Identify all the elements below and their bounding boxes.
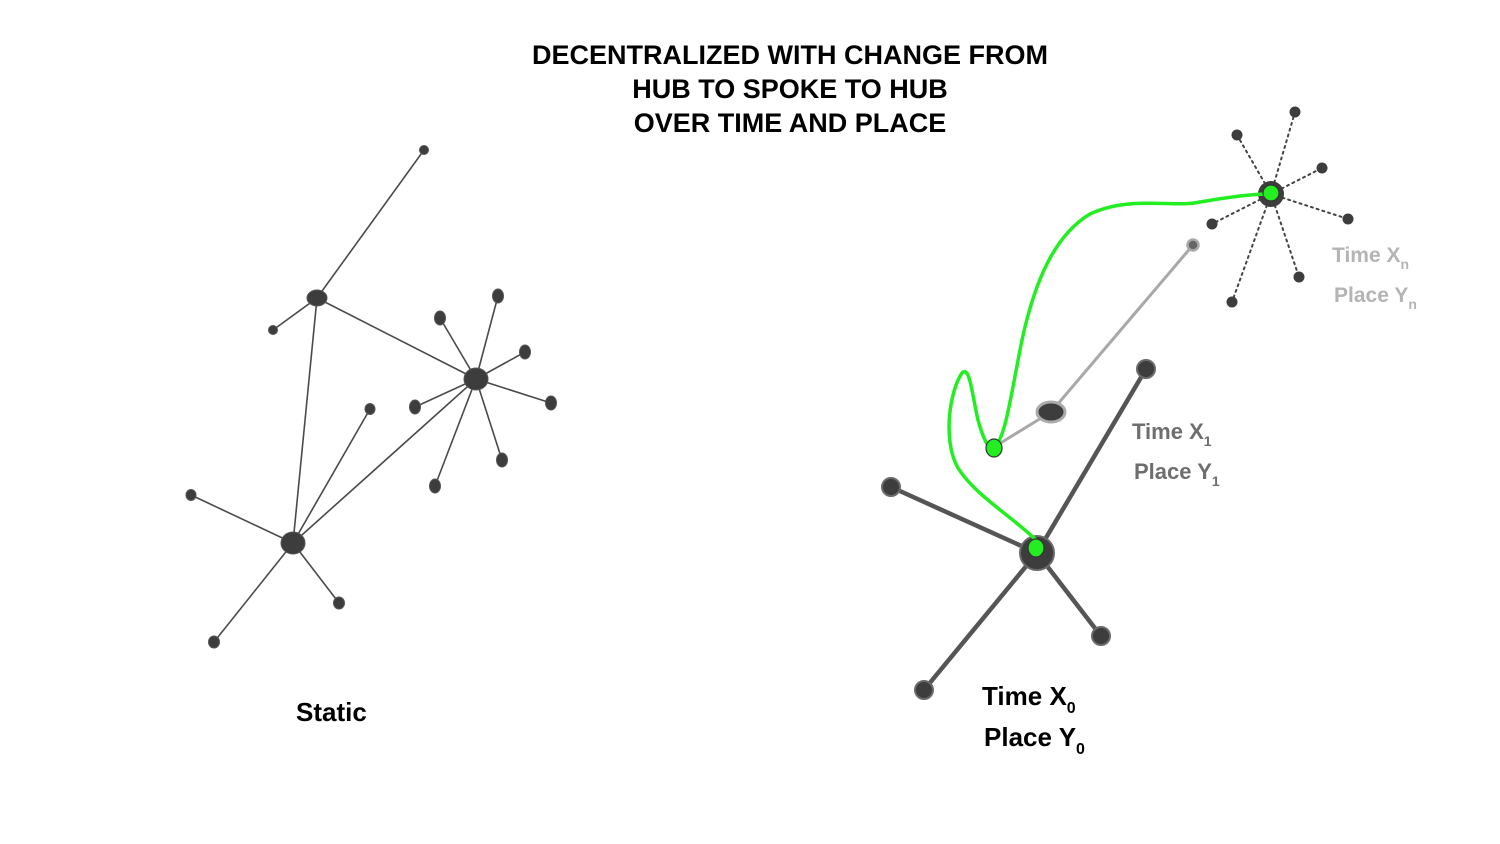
staten-place-subscript: n xyxy=(1408,296,1417,312)
state0-leaf-node xyxy=(1091,626,1111,646)
staten-edge xyxy=(1270,193,1300,278)
static-leaf-node xyxy=(519,344,531,360)
static-edge xyxy=(292,378,477,544)
staten-leaf-node xyxy=(1316,162,1328,174)
staten-edge xyxy=(1270,111,1296,195)
staten-edge xyxy=(1270,193,1349,220)
state0-place-subscript: 0 xyxy=(1076,741,1085,758)
svg-text:Place Yn: Place Yn xyxy=(1334,284,1417,312)
trajectory-markers xyxy=(985,184,1280,558)
svg-text:Place Y0: Place Y0 xyxy=(984,722,1085,758)
hub-marker-staten xyxy=(1262,184,1280,202)
staten-leaf-node xyxy=(1342,213,1354,225)
static-edge xyxy=(316,297,477,380)
state1-hub-node xyxy=(1035,400,1067,424)
staten-edge xyxy=(1231,193,1272,303)
state1-label: Time X1 Place Y1 xyxy=(1132,419,1220,489)
staten-leaf-node xyxy=(1226,296,1238,308)
staten-leaf-node xyxy=(1206,218,1218,230)
state0-edge xyxy=(1034,366,1149,556)
static-edge xyxy=(190,494,294,544)
static-edge xyxy=(475,295,499,380)
staten-label: Time Xn Place Yn xyxy=(1332,244,1417,312)
state0-nodes xyxy=(881,359,1156,700)
static-network xyxy=(190,149,552,643)
state1-place-label: Place Y xyxy=(1134,459,1212,484)
title-line-1: DECENTRALIZED WITH CHANGE FROM xyxy=(532,40,1048,70)
static-hub-node xyxy=(306,289,328,307)
state0-leaf-node xyxy=(1136,359,1156,379)
static-label: Static xyxy=(296,697,367,727)
static-leaf-node xyxy=(429,478,441,494)
staten-edge xyxy=(1270,167,1323,195)
state1-network xyxy=(993,238,1200,449)
staten-place-label: Place Y xyxy=(1334,284,1408,307)
static-leaf-node xyxy=(364,403,376,415)
state0-leaf-node xyxy=(881,477,901,497)
state1-time-label: Time X xyxy=(1132,419,1204,444)
static-edge xyxy=(475,378,503,461)
static-leaf-node xyxy=(185,489,197,501)
state0-leaf-node xyxy=(914,680,934,700)
state1-place-subscript: 1 xyxy=(1212,473,1220,489)
hub-trajectory-path xyxy=(947,192,1273,542)
title-line-2: HUB TO SPOKE TO HUB xyxy=(632,74,948,104)
state1-edge xyxy=(1049,244,1195,413)
static-leaf-node xyxy=(409,399,421,415)
static-leaf-node xyxy=(496,452,508,468)
static-edge xyxy=(475,378,552,404)
hub-marker-state1 xyxy=(985,438,1003,458)
staten-network xyxy=(1211,111,1349,303)
static-edge xyxy=(213,542,294,643)
state0-time-subscript: 0 xyxy=(1067,700,1076,717)
static-leaf-node xyxy=(545,395,557,411)
static-leaf-node xyxy=(333,596,345,610)
svg-text:Place Y1: Place Y1 xyxy=(1134,459,1220,489)
static-edge xyxy=(292,297,318,544)
staten-leaf-node xyxy=(1293,271,1305,283)
static-edge xyxy=(439,317,477,380)
diagram-title: DECENTRALIZED WITH CHANGE FROM HUB TO SP… xyxy=(0,38,1500,140)
static-leaf-node xyxy=(268,325,278,335)
staten-leaf-node xyxy=(1231,129,1243,141)
svg-text:Time X0: Time X0 xyxy=(982,681,1076,717)
static-edge xyxy=(292,542,340,604)
state0-network xyxy=(888,366,1149,693)
state1-time-subscript: 1 xyxy=(1204,433,1212,449)
static-edge xyxy=(434,378,477,487)
state1-leaf-node xyxy=(1186,238,1200,252)
static-nodes xyxy=(185,145,557,649)
state0-edge xyxy=(888,484,1040,556)
svg-text:Time X1: Time X1 xyxy=(1132,419,1212,449)
static-leaf-node xyxy=(419,145,429,155)
staten-leaf-node xyxy=(1289,106,1301,118)
state0-place-label: Place Y xyxy=(984,722,1076,752)
state0-label: Time X0 Place Y0 xyxy=(982,681,1085,758)
state0-edge xyxy=(921,550,1040,693)
static-hub-node xyxy=(280,531,306,555)
static-hub-node xyxy=(463,367,489,391)
staten-time-label: Time X xyxy=(1332,244,1400,267)
hub-marker-state0 xyxy=(1027,538,1045,558)
state0-time-label: Time X xyxy=(982,681,1067,711)
title-line-3: OVER TIME AND PLACE xyxy=(633,108,947,138)
static-leaf-node xyxy=(434,310,446,326)
staten-time-subscript: n xyxy=(1400,256,1409,272)
static-edge xyxy=(292,408,371,544)
static-leaf-node xyxy=(208,635,220,649)
static-edge xyxy=(316,149,425,299)
static-leaf-node xyxy=(492,288,504,304)
svg-text:Time Xn: Time Xn xyxy=(1332,244,1409,272)
staten-nodes xyxy=(1206,106,1354,308)
